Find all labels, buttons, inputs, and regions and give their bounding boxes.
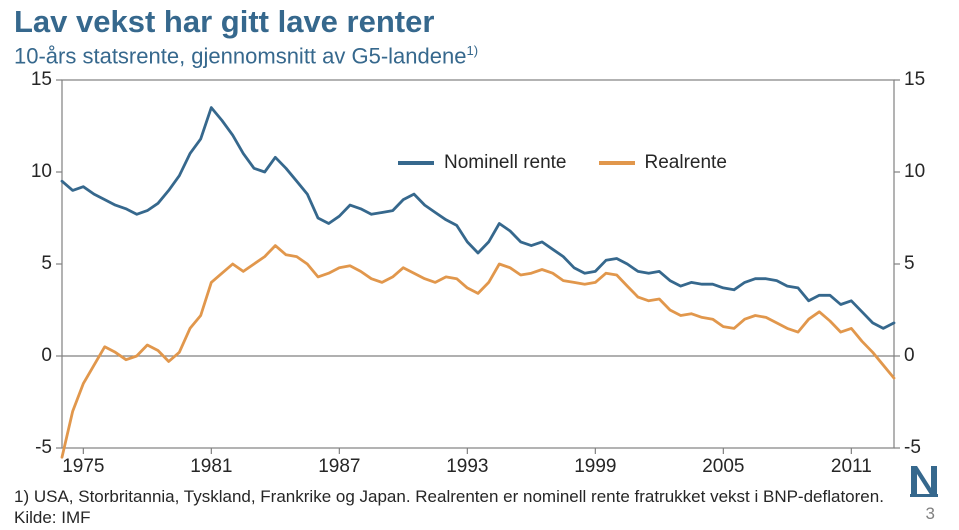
xtick-label: 1993: [446, 456, 488, 478]
xtick-label: 2011: [831, 456, 872, 478]
footnote-line-1: 1) USA, Storbritannia, Tyskland, Frankri…: [14, 486, 884, 507]
legend-item: Realrente: [599, 152, 727, 174]
line-chart: [0, 0, 959, 530]
ytick-left-label: 0: [12, 345, 52, 367]
legend-swatch: [398, 161, 434, 165]
footnote-line-2: Kilde: IMF: [14, 507, 884, 528]
legend-item: Nominell rente: [398, 152, 567, 174]
xtick-label: 2005: [702, 456, 744, 478]
xtick-label: 1987: [318, 456, 360, 478]
ytick-right-label: 0: [904, 345, 944, 367]
logo-icon: [909, 464, 939, 498]
ytick-right-label: 15: [904, 69, 944, 91]
legend: Nominell rente Realrente: [398, 152, 727, 174]
ytick-left-label: 5: [12, 253, 52, 275]
ytick-left-label: -5: [12, 437, 52, 459]
ytick-right-label: 10: [904, 161, 944, 183]
xtick-label: 1999: [574, 456, 616, 478]
ytick-right-label: 5: [904, 253, 944, 275]
legend-swatch: [599, 161, 635, 165]
ytick-left-label: 10: [12, 161, 52, 183]
xtick-label: 1981: [190, 456, 232, 478]
ytick-right-label: -5: [904, 437, 944, 459]
legend-label: Realrente: [645, 152, 727, 174]
slide-number: 3: [926, 504, 935, 524]
legend-label: Nominell rente: [444, 152, 567, 174]
ytick-left-label: 15: [12, 69, 52, 91]
xtick-label: 1975: [62, 456, 104, 478]
footnote: 1) USA, Storbritannia, Tyskland, Frankri…: [14, 486, 884, 529]
